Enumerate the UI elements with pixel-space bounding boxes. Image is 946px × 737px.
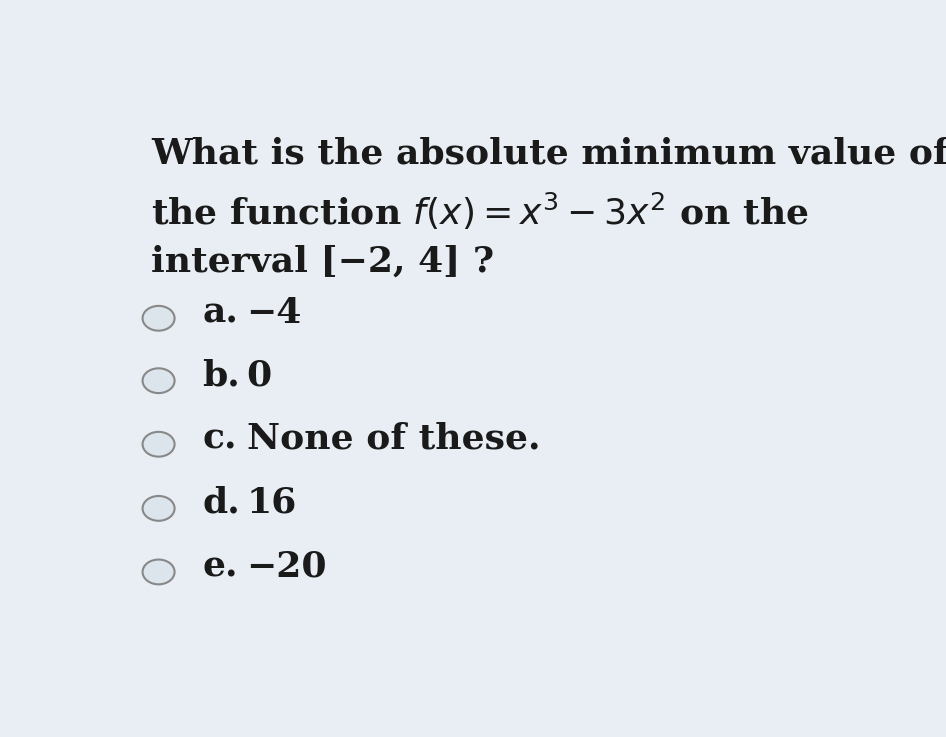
Circle shape bbox=[143, 432, 175, 457]
Circle shape bbox=[143, 496, 175, 521]
Text: the function $f(x) = x^3 - 3x^2$ on the: the function $f(x) = x^3 - 3x^2$ on the bbox=[151, 191, 809, 232]
Text: b.: b. bbox=[202, 358, 240, 392]
Text: None of these.: None of these. bbox=[247, 422, 540, 455]
Text: 16: 16 bbox=[247, 486, 297, 520]
Circle shape bbox=[143, 368, 175, 393]
Text: c.: c. bbox=[202, 422, 237, 455]
Text: What is the absolute minimum value of: What is the absolute minimum value of bbox=[151, 136, 946, 171]
Text: d.: d. bbox=[202, 486, 240, 520]
Text: −4: −4 bbox=[247, 296, 302, 329]
Text: a.: a. bbox=[202, 296, 238, 329]
Text: e.: e. bbox=[202, 549, 238, 583]
Circle shape bbox=[143, 306, 175, 331]
Text: interval [−2, 4] ?: interval [−2, 4] ? bbox=[151, 245, 495, 279]
Text: 0: 0 bbox=[247, 358, 272, 392]
Text: −20: −20 bbox=[247, 549, 327, 583]
Circle shape bbox=[143, 559, 175, 584]
